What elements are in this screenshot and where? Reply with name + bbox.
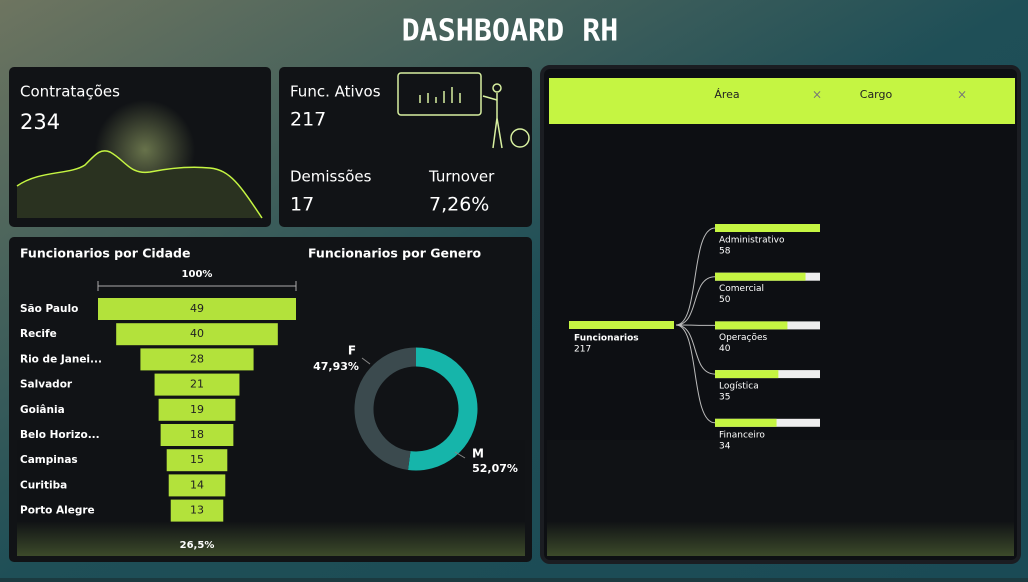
node-label: Financeiro bbox=[719, 430, 765, 440]
node-value: 34 bbox=[719, 441, 731, 451]
node-bar bbox=[715, 273, 806, 281]
kpi-label: Turnover bbox=[428, 168, 495, 186]
node-label: Operações bbox=[719, 333, 768, 343]
node-bar bbox=[715, 224, 820, 232]
node-bar bbox=[715, 419, 777, 427]
kpi-value: 234 bbox=[20, 110, 60, 134]
panel-shade bbox=[547, 440, 1014, 556]
chart-title: Funcionarios por Genero bbox=[308, 246, 481, 261]
donut-label: 47,93% bbox=[313, 360, 359, 373]
header-label: Área bbox=[714, 88, 739, 101]
node-value: 58 bbox=[719, 247, 731, 257]
donut-label: 52,07% bbox=[472, 462, 518, 475]
funnel-bottom-label: 26,5% bbox=[180, 540, 215, 551]
node-value: 50 bbox=[719, 295, 731, 305]
category-label: São Paulo bbox=[20, 303, 78, 315]
bar-value: 49 bbox=[190, 302, 204, 315]
node-value: 40 bbox=[719, 344, 731, 354]
category-label: Belo Horizo... bbox=[20, 429, 100, 441]
bar-value: 15 bbox=[190, 453, 204, 466]
category-label: Goiânia bbox=[20, 404, 65, 416]
category-label: Porto Alegre bbox=[20, 505, 95, 517]
funnel-top-label: 100% bbox=[182, 269, 213, 280]
bar-value: 19 bbox=[190, 403, 204, 416]
bar-value: 14 bbox=[190, 478, 204, 491]
category-label: Campinas bbox=[20, 454, 78, 466]
bar-value: 18 bbox=[190, 428, 204, 441]
bar-value: 21 bbox=[190, 378, 204, 391]
kpi-value: 7,26% bbox=[429, 194, 489, 216]
remove-icon[interactable]: × bbox=[957, 88, 967, 102]
kpi-value: 17 bbox=[290, 194, 314, 216]
header-label: Cargo bbox=[860, 88, 893, 101]
bar-value: 13 bbox=[190, 504, 204, 517]
tree-header bbox=[549, 78, 1015, 124]
root-value: 217 bbox=[574, 345, 591, 355]
remove-icon[interactable]: × bbox=[812, 88, 822, 102]
category-label: Curitiba bbox=[20, 479, 67, 491]
node-bar bbox=[715, 321, 787, 329]
category-label: Recife bbox=[20, 328, 57, 340]
category-label: Rio de Janei... bbox=[20, 353, 102, 365]
bar-value: 28 bbox=[190, 352, 204, 365]
title: DASHBOARD RH bbox=[402, 14, 619, 49]
kpi-label: Contratações bbox=[20, 83, 120, 101]
category-label: Salvador bbox=[20, 379, 73, 391]
donut-category: M bbox=[472, 447, 484, 461]
kpi-label: Demissões bbox=[290, 168, 372, 186]
chart-title: Funcionarios por Cidade bbox=[20, 246, 190, 261]
donut-category: F bbox=[348, 344, 356, 358]
kpi-label: Func. Ativos bbox=[290, 83, 381, 101]
node-label: Logística bbox=[719, 382, 759, 392]
root-bar bbox=[569, 321, 674, 329]
root-label: Funcionarios bbox=[574, 334, 639, 344]
node-label: Comercial bbox=[719, 284, 764, 294]
node-bar bbox=[715, 370, 778, 378]
node-value: 35 bbox=[719, 393, 730, 403]
node-label: Administrativo bbox=[719, 236, 785, 246]
bar-value: 40 bbox=[190, 327, 204, 340]
kpi-value: 217 bbox=[290, 109, 326, 131]
